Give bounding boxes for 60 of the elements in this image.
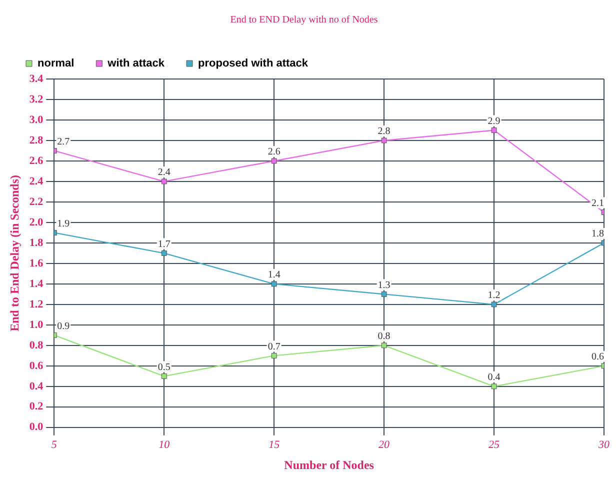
- x-axis-title: Number of Nodes: [284, 458, 374, 472]
- point: [381, 291, 387, 297]
- x-tick-label: 30: [598, 438, 610, 451]
- data-label: 2.4: [158, 167, 170, 178]
- x-tick-label: 25: [488, 438, 500, 451]
- data-label: 2.7: [57, 136, 70, 148]
- y-tick-label: 1.4: [29, 278, 44, 290]
- legend-label: normal: [38, 58, 74, 70]
- y-tick-label: 2.2: [29, 196, 44, 208]
- point: [271, 352, 277, 358]
- x-tick-label: 15: [268, 438, 280, 451]
- y-tick-label: 2.4: [29, 175, 44, 188]
- legend-label: proposed with attack: [198, 58, 309, 70]
- data-label: 0.5: [158, 362, 170, 373]
- y-tick-label: 1.8: [29, 236, 44, 249]
- point: [161, 178, 167, 184]
- x-tick-label: 20: [378, 438, 390, 451]
- x-tick-label: 5: [51, 438, 58, 451]
- y-tick-label: 0.2: [29, 400, 44, 413]
- y-tick-label: 0.0: [29, 421, 44, 434]
- data-label: 0.4: [488, 372, 500, 384]
- data-label: 0.7: [268, 341, 280, 352]
- data-label: 0.8: [378, 331, 390, 342]
- chart-title: End to END Delay with no of Nodes: [230, 14, 378, 26]
- point: [491, 128, 497, 133]
- point: [161, 373, 167, 379]
- point: [491, 384, 497, 390]
- x-tick-label: 10: [158, 438, 170, 451]
- y-tick-label: 2.6: [29, 154, 44, 167]
- y-tick-label: 2.0: [29, 216, 44, 228]
- y-tick-label: 1.6: [29, 257, 44, 270]
- data-label: 1.8: [592, 228, 604, 240]
- data-label: 0.6: [592, 352, 604, 363]
- point: [381, 342, 387, 348]
- y-tick-label: 1.2: [29, 298, 44, 310]
- point: [271, 281, 277, 287]
- point: [381, 138, 387, 144]
- data-label: 1.9: [57, 218, 70, 230]
- data-label: 2.1: [592, 198, 604, 209]
- point: [271, 158, 277, 164]
- y-tick-label: 3.2: [29, 93, 44, 106]
- data-label: 1.7: [158, 238, 170, 250]
- data-label: 0.9: [57, 320, 70, 332]
- y-axis-title: End to End Delay (in Seconds): [7, 175, 22, 332]
- data-label: 1.4: [268, 270, 280, 281]
- legend-label: with attack: [106, 58, 166, 70]
- point: [491, 302, 497, 308]
- data-label: 1.3: [378, 280, 390, 291]
- y-tick-label: 0.6: [29, 360, 44, 372]
- y-tick-label: 3.0: [29, 114, 44, 126]
- y-tick-label: 3.4: [29, 72, 44, 85]
- data-label: 1.2: [488, 290, 500, 302]
- point: [161, 250, 167, 256]
- y-tick-label: 0.8: [29, 339, 44, 352]
- data-label: 2.8: [378, 126, 390, 138]
- y-tick-label: 2.8: [29, 134, 44, 146]
- y-tick-label: 0.4: [29, 380, 44, 392]
- data-label: 2.6: [268, 146, 280, 158]
- data-label: 2.9: [488, 116, 500, 127]
- y-tick-label: 1.0: [29, 318, 44, 331]
